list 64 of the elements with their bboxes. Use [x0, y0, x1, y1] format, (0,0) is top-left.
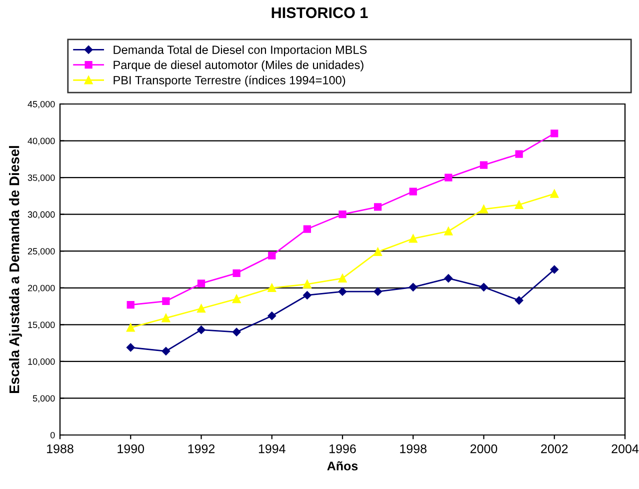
- point: [480, 161, 488, 169]
- y-tick-label: 45,000: [28, 100, 55, 108]
- y-tick-label: 30,000: [28, 211, 55, 219]
- y-tick-label: 0: [50, 432, 55, 438]
- point: [303, 280, 312, 288]
- point: [480, 283, 488, 292]
- y-tick-label: 25,000: [28, 248, 55, 256]
- point: [338, 287, 347, 296]
- legend-label: PBI Transporte Terrestre (índices 1994=100): [114, 76, 346, 87]
- point: [374, 203, 382, 211]
- x-tick-label: 1990: [118, 444, 144, 454]
- point: [232, 294, 241, 304]
- point: [514, 200, 524, 209]
- point: [514, 296, 524, 305]
- point: [515, 150, 523, 158]
- point: [550, 190, 559, 198]
- point: [197, 280, 206, 288]
- point: [303, 225, 312, 233]
- point: [126, 343, 135, 352]
- point: [444, 174, 452, 182]
- x-tick-label: 1988: [47, 444, 74, 454]
- point: [126, 300, 134, 309]
- point: [197, 304, 206, 313]
- y-tick-label: 15,000: [28, 322, 55, 330]
- y-tick-label: 20,000: [28, 284, 55, 292]
- legend-label: Parque de diesel automotor (Miles de unidades): [114, 60, 364, 72]
- x-tick-label: 2000: [470, 444, 498, 454]
- y-tick-label: 40,000: [28, 138, 55, 146]
- point: [374, 248, 382, 256]
- y-tick-label: 10,000: [28, 358, 55, 366]
- x-axis-title: Años: [327, 461, 358, 470]
- x-tick-label: 2004: [612, 444, 639, 454]
- x-tick-label: 1996: [330, 444, 356, 454]
- point: [338, 274, 347, 282]
- x-tick-label: 1998: [400, 444, 426, 454]
- point: [268, 284, 276, 292]
- point: [162, 297, 170, 305]
- point: [268, 252, 276, 260]
- point: [232, 328, 241, 336]
- chart-title: HISTORICO 1: [272, 7, 368, 18]
- point: [268, 312, 276, 320]
- point: [480, 205, 488, 214]
- point: [303, 291, 312, 300]
- x-tick-label: 2002: [541, 444, 568, 454]
- point: [550, 265, 559, 274]
- point: [197, 326, 206, 334]
- point: [444, 227, 453, 236]
- x-tick-label: 1994: [258, 444, 286, 454]
- point: [444, 274, 453, 282]
- point: [162, 314, 170, 322]
- point: [338, 210, 346, 218]
- point: [409, 188, 417, 196]
- point: [162, 347, 170, 356]
- point: [550, 130, 558, 138]
- point: [126, 323, 135, 332]
- y-tick-label: 5,000: [32, 395, 55, 403]
- legend-label: Demanda Total de Diesel con Importacion MBLS: [114, 45, 367, 56]
- x-tick-label: 1992: [188, 444, 215, 454]
- y-tick-label: 35,000: [28, 174, 55, 182]
- point: [374, 287, 382, 296]
- point: [232, 269, 240, 277]
- point: [408, 283, 418, 292]
- y-axis-title: Escala Ajustada a Demanda de Diesel: [9, 146, 22, 393]
- point: [408, 234, 418, 243]
